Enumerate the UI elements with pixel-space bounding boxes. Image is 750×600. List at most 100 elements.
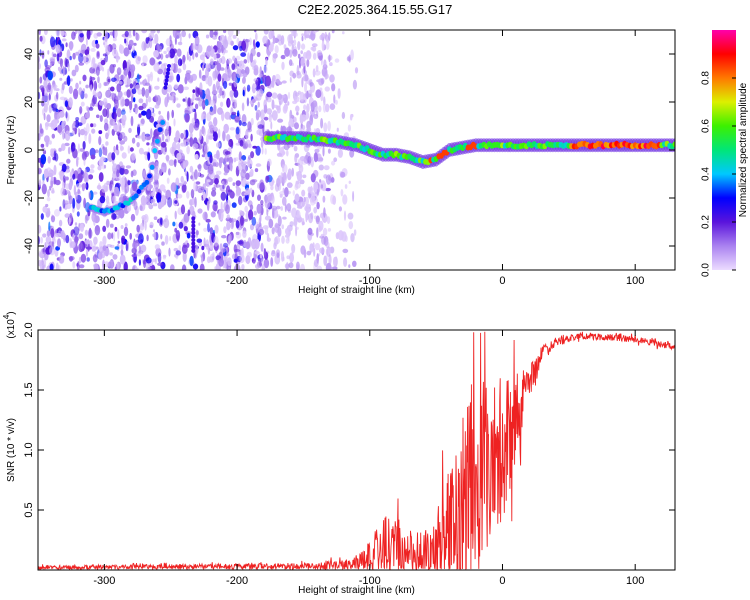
y-tick-label: -20 — [23, 190, 35, 206]
noise-blob — [57, 124, 63, 134]
noise-blob — [283, 172, 287, 181]
noise-blob — [233, 89, 239, 98]
noise-blob — [168, 168, 171, 176]
noise-blob — [128, 39, 134, 47]
noise-blob — [263, 258, 270, 269]
noise-blob — [138, 147, 144, 155]
noise-blob — [91, 58, 95, 69]
noise-blob — [169, 48, 176, 59]
noise-blob — [38, 180, 42, 186]
noise-blob — [211, 187, 217, 192]
noise-blob — [342, 194, 348, 205]
noise-blob — [160, 217, 163, 226]
noise-blob — [92, 123, 97, 128]
noise-blob — [344, 235, 348, 243]
noise-blob — [116, 169, 120, 178]
noise-blob — [304, 30, 310, 38]
noise-blob — [90, 84, 93, 92]
noise-blob — [221, 44, 224, 54]
noise-blob — [242, 89, 245, 97]
noise-blob — [204, 90, 208, 95]
noise-blob — [67, 146, 71, 155]
noise-blob — [109, 252, 113, 256]
noise-blob — [61, 163, 67, 173]
x-tick-label: 0 — [499, 575, 505, 587]
ridge-core — [672, 141, 675, 148]
noise-blob — [226, 157, 230, 162]
noise-blob — [50, 215, 56, 223]
noise-blob — [322, 66, 325, 71]
noise-blob — [129, 100, 133, 111]
noise-blob — [192, 51, 195, 60]
noise-blob — [353, 229, 357, 236]
noise-blob — [65, 234, 70, 244]
noise-blob — [182, 54, 186, 63]
noise-blob — [47, 172, 54, 178]
noise-blob — [125, 240, 129, 252]
noise-blob — [119, 44, 123, 54]
noise-blob — [120, 243, 124, 251]
noise-blob — [238, 151, 242, 162]
noise-blob — [249, 37, 252, 46]
noise-blob — [51, 133, 55, 139]
noise-blob — [124, 223, 128, 227]
noise-blob — [276, 252, 280, 258]
noise-blob — [321, 212, 328, 223]
noise-blob — [72, 197, 76, 209]
noise-blob — [65, 42, 68, 48]
noise-blob — [242, 76, 246, 84]
noise-blob — [120, 249, 124, 256]
noise-blob — [88, 228, 93, 239]
noise-blob — [203, 191, 206, 201]
noise-blob — [136, 142, 140, 148]
noise-blob — [153, 229, 155, 233]
noise-blob — [306, 103, 310, 113]
noise-blob — [92, 191, 98, 195]
noise-blob — [82, 140, 86, 150]
noise-blob — [56, 91, 59, 100]
noise-blob — [275, 205, 281, 210]
noise-blob — [66, 75, 71, 87]
noise-blob — [242, 72, 248, 78]
noise-blob — [272, 53, 277, 64]
noise-blob — [201, 64, 205, 71]
noise-blob — [81, 183, 85, 192]
noise-blob — [289, 221, 294, 227]
noise-blob — [98, 130, 103, 135]
noise-blob — [220, 191, 227, 201]
noise-blob — [165, 74, 170, 79]
noise-blob — [171, 109, 174, 119]
noise-blob — [177, 68, 182, 74]
noise-blob — [202, 51, 206, 58]
noise-blob — [85, 248, 89, 257]
noise-blob — [301, 43, 306, 50]
noise-blob — [114, 99, 119, 110]
noise-blob — [294, 92, 300, 97]
noise-blob — [232, 218, 237, 223]
noise-blob — [267, 158, 272, 167]
noise-blob — [212, 162, 217, 167]
noise-blob — [325, 255, 328, 261]
noise-blob — [228, 82, 233, 86]
noise-blob — [227, 69, 232, 79]
noise-blob — [295, 214, 301, 218]
noise-blob — [157, 45, 163, 52]
noise-blob — [98, 100, 105, 106]
noise-blob — [247, 121, 252, 131]
noise-blob — [312, 68, 316, 78]
noise-blob — [316, 188, 320, 196]
noise-blob — [223, 49, 228, 54]
noise-blob — [206, 134, 209, 145]
noise-blob — [59, 58, 63, 68]
noise-blob — [289, 49, 293, 58]
noise-blob — [322, 145, 325, 157]
noise-blob — [231, 63, 236, 71]
noise-blob — [268, 218, 274, 229]
noise-blob — [102, 235, 107, 246]
noise-blob — [266, 192, 272, 202]
noise-blob — [327, 148, 331, 154]
noise-blob — [183, 226, 188, 232]
noise-blob — [60, 230, 65, 239]
noise-blob — [183, 213, 190, 223]
noise-blob — [225, 204, 230, 215]
